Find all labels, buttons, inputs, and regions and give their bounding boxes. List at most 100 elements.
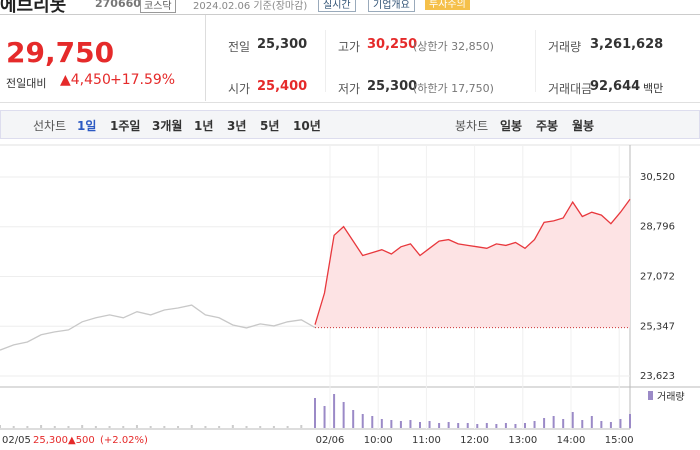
volume-bar [609,422,612,428]
period-tab[interactable]: 1일 [77,119,97,133]
volume-bar [371,416,374,428]
stock-code: 270660 [95,0,141,10]
x-tick-label: 12:00 [460,435,489,446]
stat-label: 거래대금 [548,82,593,96]
price: 29,750 [6,36,115,69]
volume-bar [619,419,622,428]
y-tick-label: 30,520 [640,172,675,183]
volume-bar [600,421,603,428]
change-label: 전일대비 [6,77,47,90]
candle-tab[interactable]: 월봉 [572,119,595,133]
volume-bar [524,423,526,428]
stat-note: (하한가 17,750) [413,82,494,95]
volume-bar [177,426,180,428]
candle-tab[interactable]: 주봉 [536,119,559,133]
period-tab[interactable]: 3개월 [152,119,183,133]
company-button[interactable]: 기업개요 [368,0,415,12]
volume-bar [259,426,262,428]
change-rate: +17.59% [110,72,176,88]
period-tab[interactable]: 1년 [194,119,214,133]
toolbar [0,110,700,139]
volume-bar [485,423,488,428]
stat-label: 저가 [338,82,361,96]
price-line [314,198,631,325]
info-price: 25,300 [33,435,68,446]
volume-bar [342,402,345,428]
x-tick-label: 15:00 [605,435,634,446]
volume-bar [323,406,326,428]
volume-bar [409,420,412,428]
volume-bar [218,426,221,428]
volume-bar [0,425,1,428]
stat-value: 25,300 [367,79,418,94]
period-tab[interactable]: 3년 [227,119,247,133]
volume-bar [300,425,303,428]
volume-bar [390,420,393,428]
period-tab[interactable]: 1주일 [110,119,141,133]
volume-bar [552,416,555,428]
volume-bar [419,422,421,428]
volume-bar [314,398,316,428]
volume-bar [81,425,84,428]
volume-bar [108,426,111,428]
volume-bar [571,412,574,428]
area [315,199,630,328]
stat-label: 고가 [338,40,361,54]
volume-bar [149,426,152,428]
volume-bar [12,426,15,428]
volume-bar [476,424,479,428]
volume-bar [204,426,207,428]
candle-tab[interactable]: 일봉 [500,119,523,133]
stat-value: 25,400 [257,79,308,94]
volume-bar [53,426,56,428]
stat-value: 30,250 [367,37,418,52]
volume-bar [504,423,507,428]
x-tick-label: 13:00 [508,435,537,446]
volume-bar [352,410,355,428]
stat-value: 25,300 [257,37,308,52]
period-tab[interactable]: 5년 [260,119,280,133]
info-date: 02/05 [2,435,31,446]
y-tick-label: 27,072 [640,271,675,282]
volume-bar [286,426,289,428]
realtime-button[interactable]: 실시간 [318,0,356,12]
volume-bar [428,421,431,428]
info-change: ▲500 [68,435,95,446]
candle-chart-label: 봉차트 [455,119,489,133]
stat-label: 전일 [228,40,251,54]
volume-bar [40,425,43,428]
period-tab[interactable]: 10년 [293,119,321,133]
y-tick-label: 23,623 [640,371,675,382]
stat-unit: 백만 [643,82,664,95]
divider [535,30,536,92]
volume-bar [190,425,193,428]
volume-bar [562,419,565,428]
volume-bar [333,394,336,428]
volume-bar [466,423,469,428]
volume-bar [245,426,248,428]
volume-bar [629,414,631,428]
volume-bar [94,426,97,428]
stat-label: 시가 [228,82,251,96]
volume-bar [543,418,546,428]
x-tick-label: 14:00 [557,435,586,446]
volume-bar [495,424,498,428]
volume-bar [399,421,402,428]
warning-badge: 투자주의 [425,0,470,10]
market-badge: 코스닥 [140,0,176,13]
x-tick-label: 10:00 [364,435,393,446]
volume-bar [163,426,166,428]
volume-bar [122,426,125,428]
volume-bar [380,419,383,428]
stat-value: 92,644 [590,79,641,94]
x-tick-label: 02/06 [316,435,345,446]
quote-box [0,14,700,103]
volume-bar [533,421,536,428]
stat-value: 3,261,628 [590,37,664,52]
volume-bar [438,423,441,428]
y-tick-label: 28,796 [640,222,675,233]
volume-legend-swatch [648,391,653,400]
date: 2024.02.06 기준(장마감) [193,1,308,12]
volume-bar [457,423,460,428]
